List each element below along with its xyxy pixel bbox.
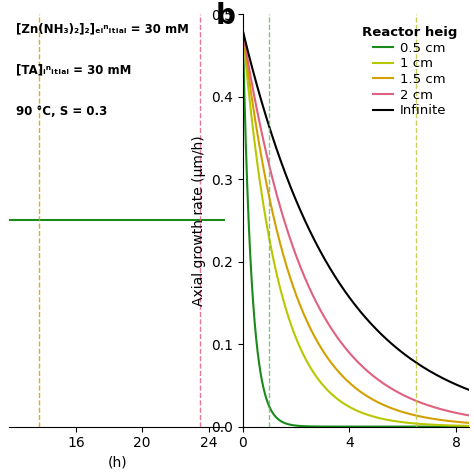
1.5 cm <box>350 383 356 389</box>
1.5 cm <box>466 420 472 426</box>
Legend: 0.5 cm, 1 cm, 1.5 cm, 2 cm, Infinite: 0.5 cm, 1 cm, 1.5 cm, 2 cm, Infinite <box>357 21 463 123</box>
Text: b: b <box>216 2 236 30</box>
1.5 cm <box>460 419 465 425</box>
X-axis label: (h): (h) <box>108 456 127 470</box>
Line: 0.5 cm: 0.5 cm <box>243 32 469 427</box>
Y-axis label: Axial growth rate (μm/h): Axial growth rate (μm/h) <box>191 135 206 306</box>
2 cm <box>466 412 472 418</box>
Text: 90 °C, S = 0.3: 90 °C, S = 0.3 <box>16 105 107 118</box>
Line: Infinite: Infinite <box>243 31 469 390</box>
1.5 cm <box>252 112 257 118</box>
0.5 cm <box>344 424 350 429</box>
Line: 1.5 cm: 1.5 cm <box>243 31 469 423</box>
2 cm <box>350 354 356 360</box>
2 cm <box>240 28 246 34</box>
0.5 cm <box>466 424 472 429</box>
2 cm <box>418 400 424 406</box>
2 cm <box>252 94 257 100</box>
Infinite <box>466 387 472 393</box>
Infinite <box>252 73 257 79</box>
0.5 cm <box>418 424 424 429</box>
Infinite <box>460 384 465 390</box>
2 cm <box>344 347 350 353</box>
Infinite <box>344 291 350 297</box>
Infinite <box>460 384 465 390</box>
0.5 cm <box>350 424 356 429</box>
Line: 2 cm: 2 cm <box>243 31 469 415</box>
Text: [TA]ᵢⁿᵢₜᵢₐₗ = 30 mM: [TA]ᵢⁿᵢₜᵢₐₗ = 30 mM <box>16 64 131 77</box>
Text: [Zn(NH₃)₂]₂]ₑᵢⁿᵢₜᵢₐₗ = 30 mM: [Zn(NH₃)₂]₂]ₑᵢⁿᵢₜᵢₐₗ = 30 mM <box>16 22 189 36</box>
1 cm <box>466 423 472 429</box>
1 cm <box>252 138 257 144</box>
2 cm <box>460 411 465 417</box>
1.5 cm <box>344 378 350 383</box>
1 cm <box>350 406 356 411</box>
Infinite <box>240 28 246 34</box>
0.5 cm <box>460 424 465 429</box>
1 cm <box>418 421 424 427</box>
1 cm <box>344 402 350 408</box>
1.5 cm <box>460 419 465 425</box>
0.5 cm <box>240 29 246 35</box>
0.5 cm <box>252 316 257 322</box>
1 cm <box>240 28 246 34</box>
1 cm <box>460 423 465 428</box>
Line: 1 cm: 1 cm <box>243 31 469 426</box>
1.5 cm <box>240 28 246 34</box>
0.5 cm <box>460 424 465 429</box>
Infinite <box>418 363 424 369</box>
2 cm <box>460 411 465 417</box>
1.5 cm <box>418 414 424 419</box>
Infinite <box>350 299 356 305</box>
1 cm <box>460 423 465 428</box>
